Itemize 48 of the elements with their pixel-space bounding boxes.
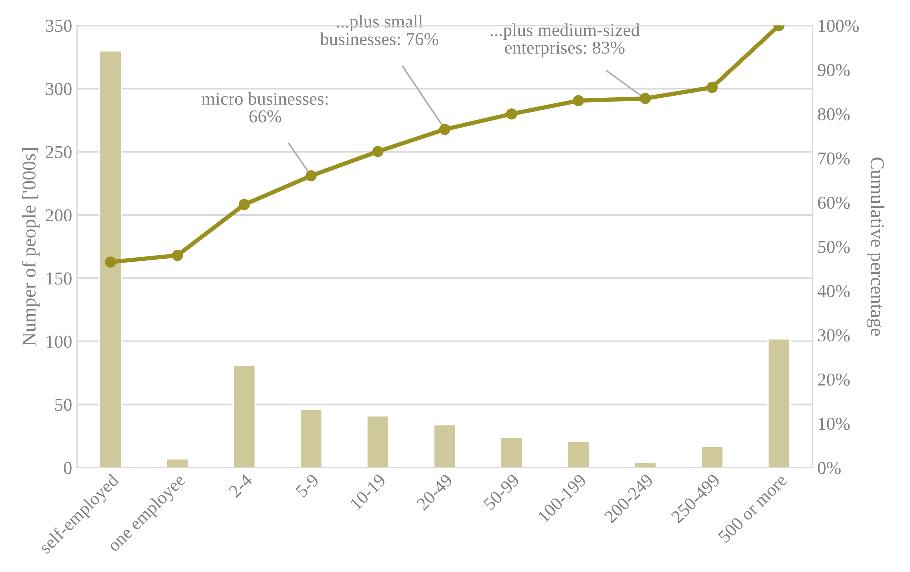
annotation: micro businesses: 66%	[202, 92, 328, 123]
point	[706, 82, 718, 94]
bar	[300, 409, 324, 468]
point	[439, 124, 451, 136]
y2-tick-label: 0%	[818, 462, 841, 474]
y-tick-label: 0	[64, 462, 72, 474]
y-tick-label: 350	[46, 20, 72, 32]
y2-tick-label: 100%	[819, 20, 859, 32]
bar	[99, 50, 122, 468]
y2-tick-label: 90%	[818, 64, 850, 76]
point	[238, 199, 250, 210]
y-tick-label: 100	[46, 336, 72, 348]
y2-tick-label: 10%	[819, 418, 850, 430]
y-tick-label: 300	[46, 83, 72, 96]
y2-tick-label: 20%	[818, 374, 850, 386]
bar	[166, 458, 190, 468]
point	[506, 108, 518, 120]
bar	[232, 364, 256, 468]
point	[172, 250, 184, 262]
point	[640, 93, 652, 104]
bar	[366, 415, 390, 468]
y2-tick-label: 30%	[818, 330, 850, 342]
y2-axis-title: Cumulative percentage	[866, 158, 885, 336]
y-tick-label: 250	[46, 146, 72, 159]
bar	[500, 436, 524, 468]
y-tick-label: 150	[46, 272, 72, 285]
point	[105, 256, 116, 268]
bar	[433, 424, 457, 468]
point	[372, 146, 384, 158]
y-tick-label: 200	[46, 209, 72, 222]
annotation: ...plus small businesses: 76%	[320, 15, 439, 46]
y-axis-title: Numper of people ['000s]	[22, 148, 40, 346]
point	[306, 170, 317, 182]
x-tick-label: 500 or more	[718, 474, 788, 544]
y2-tick-label: 70%	[818, 152, 850, 165]
point	[573, 95, 584, 106]
bar	[700, 446, 724, 468]
bar	[566, 440, 590, 468]
y2-tick-label: 80%	[818, 108, 850, 121]
y2-tick-label: 40%	[818, 285, 850, 298]
y2-tick-label: 50%	[818, 241, 850, 254]
bar	[634, 462, 658, 468]
bar	[767, 338, 791, 468]
y2-tick-label: 60%	[818, 196, 850, 210]
y-tick-label: 50	[55, 398, 72, 412]
x-tick-label: 5-9	[295, 474, 320, 498]
x-tick-label: 2-4	[228, 473, 254, 498]
annotation: ...plus medium-sized enterprises: 83%	[490, 24, 640, 58]
